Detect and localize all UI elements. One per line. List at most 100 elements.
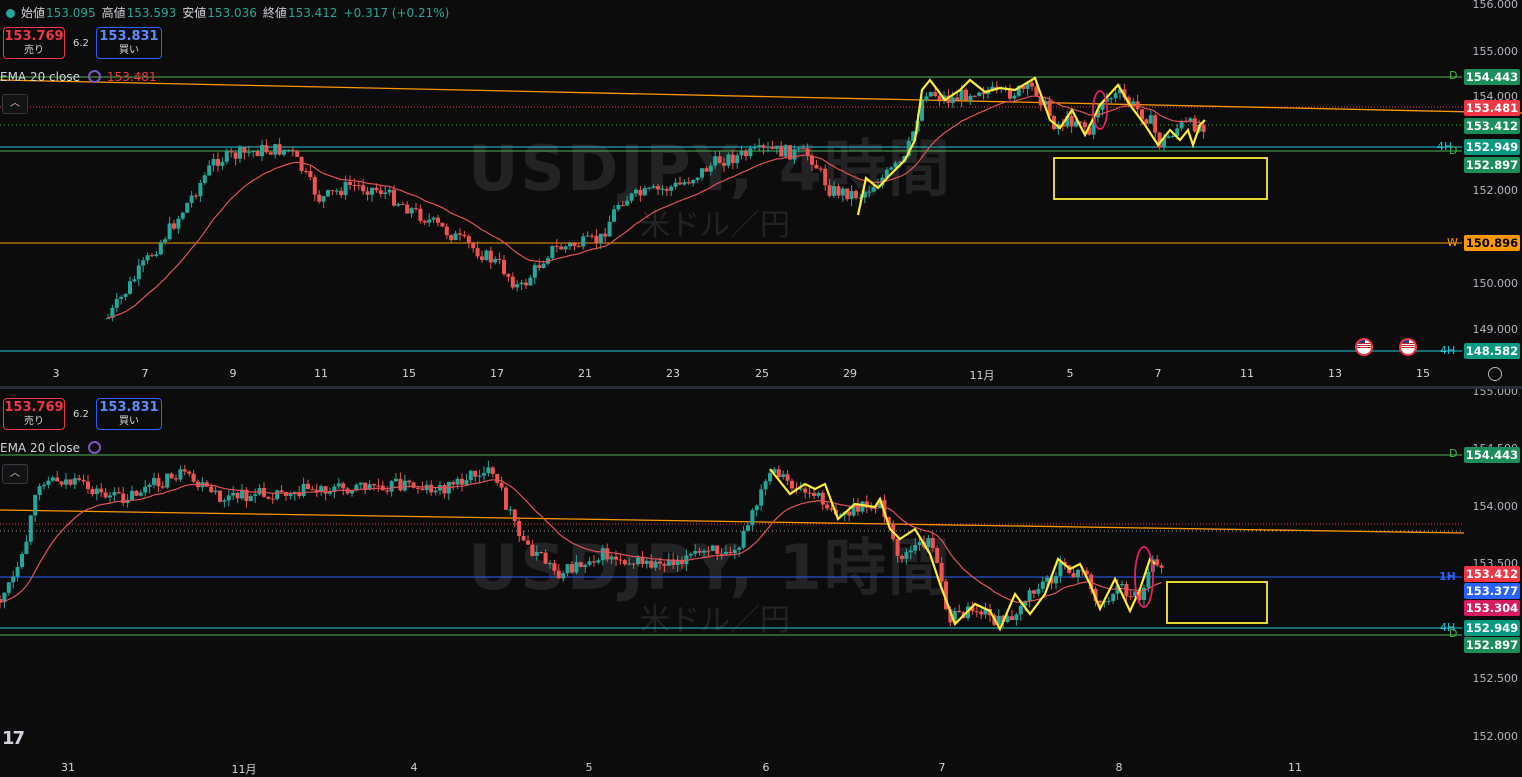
candle xyxy=(202,175,207,183)
sell-button[interactable]: 153.769 売り xyxy=(3,27,65,59)
candle xyxy=(882,500,887,518)
candle xyxy=(260,145,264,157)
x-tick: 5 xyxy=(1066,367,1074,380)
target-box xyxy=(1166,581,1268,624)
candle xyxy=(99,488,104,493)
candle xyxy=(172,223,176,229)
candle xyxy=(1082,122,1087,128)
level-label: 4H xyxy=(1437,140,1453,153)
candle xyxy=(924,96,929,101)
candle xyxy=(556,570,561,579)
candle xyxy=(286,149,291,151)
candle xyxy=(832,186,836,196)
candle xyxy=(715,545,720,554)
price-tag: 153.377 xyxy=(1464,583,1520,599)
candle xyxy=(367,484,372,490)
candle xyxy=(244,489,249,502)
candle xyxy=(235,492,240,499)
candle xyxy=(530,544,535,556)
y-tick: 154.000 xyxy=(1472,500,1519,513)
candle xyxy=(1137,591,1142,600)
pane-divider[interactable] xyxy=(0,386,1522,389)
candle xyxy=(726,154,731,166)
x-tick: 5 xyxy=(585,761,593,774)
sell-button[interactable]: 153.769 売り xyxy=(3,398,65,430)
candle xyxy=(631,563,636,565)
x-tick: 7 xyxy=(141,367,149,380)
candle xyxy=(717,156,722,164)
candle xyxy=(950,97,955,103)
level-label: D xyxy=(1449,627,1458,640)
candle xyxy=(361,185,366,192)
candle xyxy=(823,168,828,186)
candles-4h xyxy=(106,79,1206,322)
ema-legend[interactable]: EMA 20 close xyxy=(0,441,101,455)
candle xyxy=(398,478,403,491)
candle xyxy=(160,486,165,488)
candle xyxy=(0,599,2,603)
axis-settings-icon[interactable] xyxy=(1488,367,1502,381)
candle xyxy=(178,469,183,480)
candle xyxy=(554,245,559,247)
candle xyxy=(873,507,878,509)
candle xyxy=(673,182,678,187)
chart-pane-4h[interactable]: USDJPY, 4時間 米ドル／円 始値153.095 高値153.593 安値15… xyxy=(0,0,1522,386)
candle xyxy=(114,298,119,308)
candle xyxy=(1058,562,1063,577)
candle xyxy=(191,473,196,482)
candle xyxy=(332,486,337,492)
candle xyxy=(411,482,416,488)
candle xyxy=(1106,600,1111,602)
candle xyxy=(108,495,112,498)
candle xyxy=(772,469,777,474)
candle xyxy=(653,561,658,568)
us-flag-event-icon[interactable] xyxy=(1399,338,1417,356)
buy-button[interactable]: 153.831 買い xyxy=(96,398,162,430)
candle xyxy=(625,200,630,206)
candle xyxy=(596,560,601,563)
loading-indicator-icon xyxy=(87,441,101,454)
candle xyxy=(33,495,38,516)
candle xyxy=(708,165,713,172)
candle xyxy=(647,187,652,189)
candle xyxy=(585,235,590,237)
candle xyxy=(933,92,938,96)
price-tag: 152.949 xyxy=(1464,139,1520,155)
collapse-legend-button[interactable]: ︿ xyxy=(2,464,28,484)
tradingview-logo-icon[interactable]: 17 xyxy=(2,728,25,749)
candle xyxy=(810,155,814,165)
candle xyxy=(246,151,251,153)
candle xyxy=(130,490,134,500)
us-flag-event-icon[interactable] xyxy=(1355,338,1373,356)
candle xyxy=(480,256,484,260)
chart-pane-1h[interactable]: USDJPY, 1時間 米ドル／円 153.769 売り 6.2 153.831 買… xyxy=(0,389,1522,777)
candle xyxy=(304,171,308,173)
level-label: D xyxy=(1449,447,1458,460)
candle xyxy=(242,147,247,153)
candle xyxy=(669,186,674,191)
candle xyxy=(807,492,812,494)
buy-button[interactable]: 153.831 買い xyxy=(96,27,162,59)
candle xyxy=(158,242,163,255)
candle xyxy=(695,177,700,180)
zigzag-wave xyxy=(856,76,1206,216)
candle xyxy=(50,477,55,481)
candle xyxy=(829,508,834,510)
collapse-legend-button[interactable]: ︿ xyxy=(2,94,28,114)
candle xyxy=(568,243,572,247)
candle xyxy=(94,488,99,495)
candle xyxy=(46,480,51,485)
price-chart-1h[interactable] xyxy=(0,389,1522,777)
indicator-settings-icon[interactable] xyxy=(87,70,101,83)
candle xyxy=(1113,93,1118,99)
candle xyxy=(444,226,449,236)
x-tick: 4 xyxy=(410,761,418,774)
ema-legend[interactable]: EMA 20 close 153.481 xyxy=(0,70,157,84)
candle xyxy=(1188,118,1193,122)
candle xyxy=(776,469,781,478)
candle xyxy=(515,284,520,288)
candle xyxy=(526,540,530,545)
candle xyxy=(1111,593,1116,601)
candle xyxy=(306,483,310,490)
price-chart-4h[interactable] xyxy=(0,0,1522,386)
